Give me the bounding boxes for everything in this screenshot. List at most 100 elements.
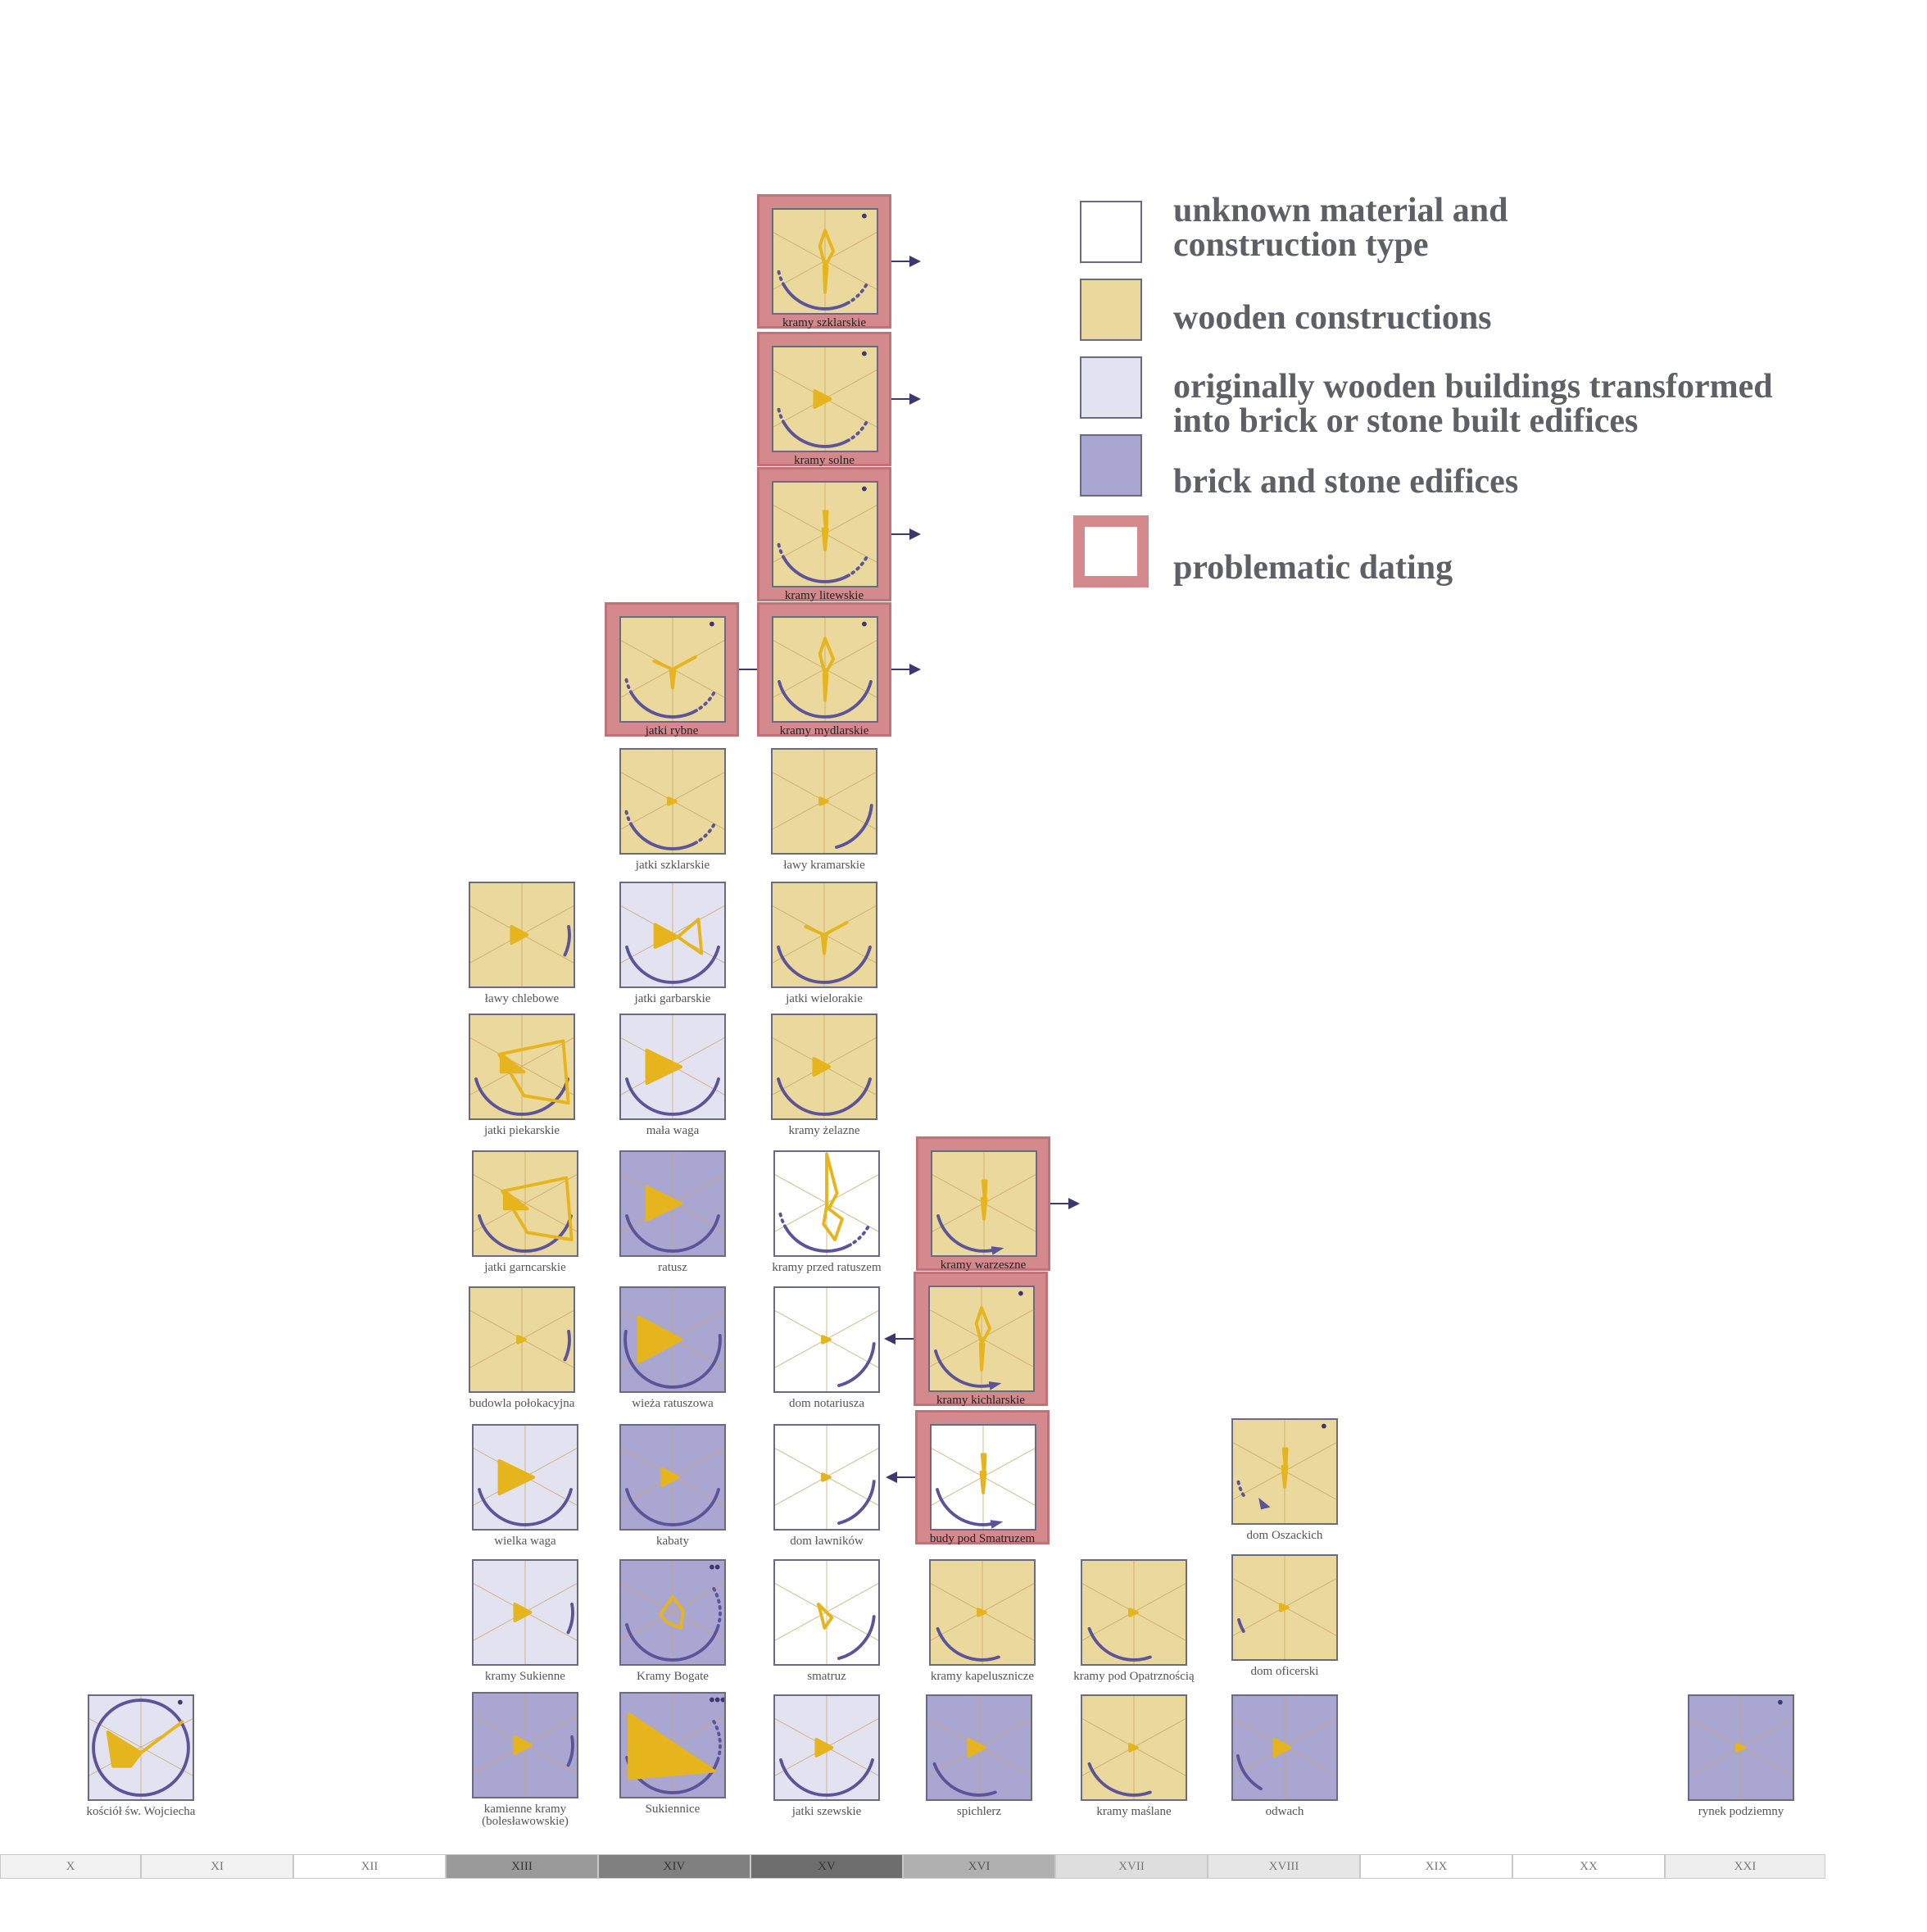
building-tile: rynek podziemny — [1688, 1694, 1794, 1818]
building-name: wieża ratuszowa — [632, 1397, 714, 1410]
timeline-arc — [837, 1615, 876, 1660]
construction-glyph — [1281, 1447, 1289, 1489]
century-cell: XVII — [1055, 1854, 1208, 1879]
timeline-arc — [936, 1488, 994, 1526]
building-pictogram — [773, 1286, 880, 1393]
construction-glyph — [497, 1458, 536, 1496]
dating-dot — [1018, 1290, 1023, 1296]
legend-swatch-brick — [1080, 434, 1142, 497]
building-pictogram — [1231, 1694, 1338, 1801]
construction-glyph — [821, 510, 829, 551]
construction-glyph — [513, 1602, 533, 1623]
building-name: dom oficerski — [1250, 1665, 1319, 1678]
timeline-arc — [1236, 1478, 1245, 1497]
building-name: kramy żelazne — [788, 1124, 860, 1137]
timeline-arc — [629, 692, 698, 719]
building-pictogram — [469, 882, 575, 988]
building-name: kramy szklarskie — [782, 316, 867, 329]
building-name: wielka waga — [494, 1535, 556, 1548]
continuation-arrow-icon — [891, 664, 921, 675]
building-pictogram — [619, 1286, 726, 1393]
timeline-arc — [474, 1077, 569, 1116]
building-tile: kramy pod Opatrznością — [1073, 1559, 1195, 1683]
timeline-arc — [932, 1762, 997, 1797]
building-tile: kramy żelazne — [771, 1014, 877, 1137]
building-name: budowla połokacyjna — [469, 1397, 575, 1410]
timeline-arc — [783, 1226, 852, 1253]
building-tile: Sukiennice — [619, 1692, 726, 1816]
construction-glyph — [818, 796, 829, 806]
timeline-arc — [847, 556, 868, 578]
building-name: kabaty — [656, 1535, 689, 1548]
building-pictogram — [472, 1150, 578, 1257]
construction-glyph — [974, 1306, 992, 1372]
dating-dot — [709, 1564, 714, 1570]
building-name: kramy kapelusznicze — [930, 1670, 1035, 1683]
timeline-arc — [777, 1077, 872, 1116]
century-cell: XIV — [598, 1854, 750, 1879]
continuation-arrow-icon — [884, 1333, 914, 1345]
building-tile: Kramy Bogate — [619, 1559, 726, 1683]
building-pictogram — [469, 1286, 575, 1393]
construction-glyph — [628, 1712, 716, 1780]
building-pictogram — [619, 1014, 726, 1120]
construction-glyph — [818, 637, 836, 702]
construction-glyph — [1128, 1743, 1139, 1753]
dating-dot — [861, 213, 867, 219]
timeline-arc — [936, 1626, 1000, 1662]
building-name: ratusz — [658, 1261, 687, 1274]
building-pictogram — [772, 208, 878, 315]
timeline-arc — [625, 946, 720, 984]
building-name: Kramy Bogate — [637, 1670, 709, 1683]
timeline-arc — [695, 692, 716, 713]
legend-swatch-unknown — [1080, 201, 1142, 263]
building-name: kramy mydlarskie — [779, 724, 869, 737]
construction-glyph — [653, 918, 704, 955]
building-name: kramy Sukienne — [485, 1670, 565, 1683]
building-tile: jatki garbarskie — [619, 882, 726, 1005]
building-pictogram — [619, 882, 726, 988]
timeline-arc — [778, 680, 873, 719]
continuation-arrow-icon — [891, 256, 921, 267]
building-tile: jatki garncarskie — [472, 1150, 578, 1274]
continuation-arrow-icon — [891, 528, 921, 540]
timeline-arc — [695, 823, 716, 845]
building-tile: mała waga — [619, 1014, 726, 1137]
dating-dot — [1321, 1423, 1326, 1429]
timeline-arc — [1087, 1762, 1152, 1797]
timeline-arc — [776, 268, 786, 287]
construction-glyph — [821, 1335, 832, 1345]
building-pictogram — [472, 1559, 578, 1666]
guide-lines — [621, 1561, 724, 1664]
timeline-arc — [625, 1623, 719, 1662]
timeline-arc — [779, 1758, 874, 1797]
building-pictogram — [928, 1286, 1035, 1392]
construction-glyph — [977, 1608, 987, 1617]
building-tile: jatki szewskie — [773, 1694, 880, 1818]
construction-glyph — [660, 1467, 680, 1488]
timeline-arc — [849, 1226, 870, 1247]
building-pictogram — [1081, 1559, 1187, 1666]
timeline-arc — [776, 541, 786, 560]
legend-label-brick: brick and stone edifices — [1173, 463, 1519, 501]
construction-glyph — [658, 1595, 685, 1630]
timeline-arc — [92, 1698, 190, 1797]
building-name: spichlerz — [956, 1805, 1002, 1818]
building-pictogram — [771, 748, 877, 855]
timeline-arc — [778, 1210, 787, 1229]
building-name: dom notariusza — [788, 1397, 865, 1410]
timeline-arc — [1237, 1618, 1245, 1633]
building-pictogram — [772, 481, 878, 587]
century-axis: X XI XII XIII XIV XV XVI XVII XVIII XIX XX XXI — [0, 1854, 1829, 1879]
timeline-arc — [776, 406, 786, 424]
building-tile: kramy maślane — [1081, 1694, 1187, 1818]
building-pictogram — [1081, 1694, 1187, 1801]
building-pictogram — [619, 1559, 726, 1666]
building-tile: kamienne kramy (bolesławowskie) — [472, 1692, 578, 1828]
dating-dot — [714, 1697, 720, 1703]
century-cell: XVIII — [1208, 1854, 1360, 1879]
guide-lines — [89, 1696, 193, 1799]
guide-lines — [474, 1152, 577, 1255]
construction-glyph — [637, 1315, 683, 1364]
building-tile: jatki szklarskie — [619, 748, 726, 872]
